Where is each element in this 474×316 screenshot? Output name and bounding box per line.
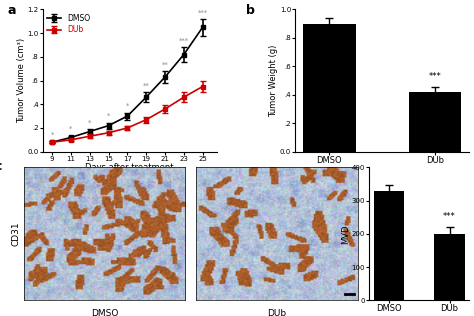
- Y-axis label: CD31: CD31: [12, 222, 21, 246]
- Text: *: *: [107, 113, 110, 119]
- Y-axis label: Tumor Volume (cm³): Tumor Volume (cm³): [17, 38, 26, 123]
- Text: *: *: [88, 120, 91, 126]
- Text: **: **: [162, 62, 168, 68]
- Text: ***: ***: [428, 72, 441, 81]
- Text: c: c: [0, 160, 2, 173]
- Bar: [303, 24, 356, 152]
- Text: DUb: DUb: [268, 309, 287, 316]
- Legend: DMSO, DUb: DMSO, DUb: [44, 11, 93, 37]
- Text: DMSO: DMSO: [91, 309, 118, 316]
- Text: **: **: [143, 83, 150, 89]
- Bar: [409, 92, 461, 152]
- Text: ***: ***: [443, 212, 456, 221]
- Text: *: *: [50, 131, 54, 137]
- Bar: [374, 191, 404, 300]
- Y-axis label: Tumor Weight (g): Tumor Weight (g): [269, 44, 278, 117]
- Text: a: a: [8, 4, 16, 17]
- Text: *: *: [126, 103, 129, 109]
- Text: ***: ***: [198, 9, 208, 15]
- Text: *: *: [69, 126, 73, 132]
- Text: ***: ***: [179, 38, 189, 44]
- Y-axis label: MVD: MVD: [341, 224, 350, 244]
- Text: b: b: [246, 4, 255, 17]
- X-axis label: Days after treatment: Days after treatment: [85, 163, 174, 172]
- Bar: [434, 234, 465, 300]
